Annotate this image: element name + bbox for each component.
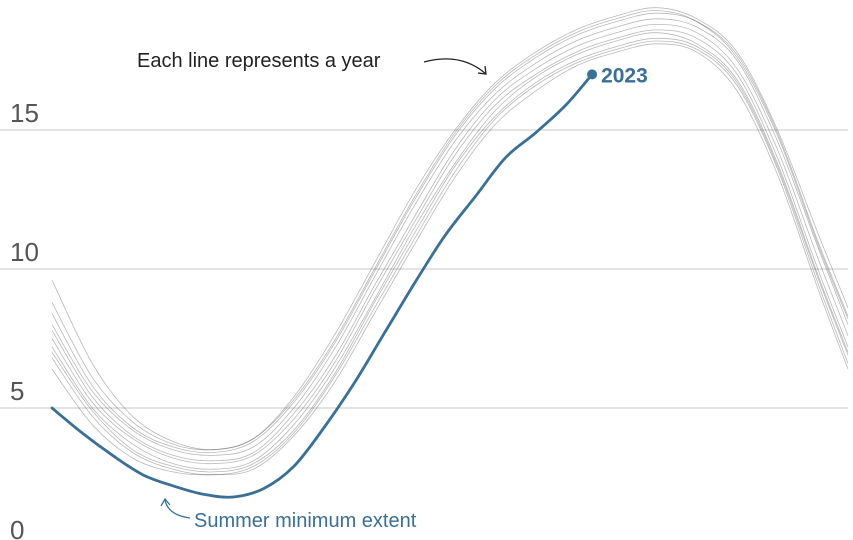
series-2023-line <box>50 73 594 499</box>
history-line-8 <box>51 10 849 451</box>
history-line-10 <box>51 23 849 462</box>
minimum-annotation-text: Summer minimum extent <box>194 510 417 532</box>
y-tick-label: 10 <box>10 237 39 267</box>
years-annotation-arrowhead <box>477 65 487 75</box>
series-2023-end-dot <box>587 69 598 80</box>
history-line-5 <box>51 32 849 470</box>
history-line-6 <box>51 12 849 454</box>
series-2023-label: 2023 <box>601 64 648 87</box>
history-line-3 <box>51 40 849 476</box>
history-line-7 <box>51 37 849 473</box>
history-line-4 <box>51 7 849 451</box>
history-line-9 <box>51 43 849 476</box>
y-tick-label: 15 <box>10 98 39 128</box>
y-tick-label: 0 <box>10 515 24 540</box>
history-line-2 <box>51 18 849 456</box>
minimum-annotation-arrow <box>164 499 191 519</box>
minimum-annotation-arrowhead <box>160 497 171 507</box>
y-tick-label: 5 <box>10 376 24 406</box>
historical-year-lines <box>51 7 849 476</box>
highlighted-year: 2023 <box>50 64 648 499</box>
annotations: Each line represents a year Summer minim… <box>137 50 487 532</box>
years-annotation-arrow <box>423 58 487 75</box>
history-line-1 <box>51 29 849 465</box>
years-annotation-text: Each line represents a year <box>137 50 381 72</box>
